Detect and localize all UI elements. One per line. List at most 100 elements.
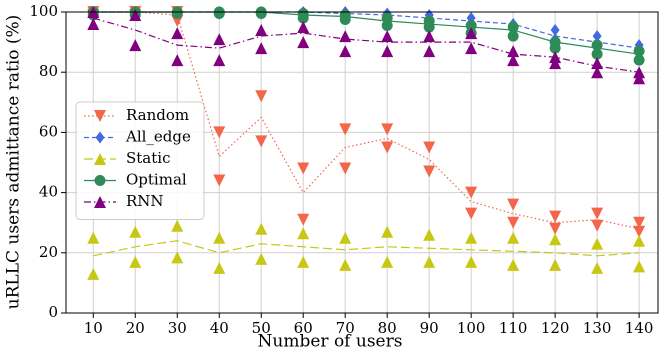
marker (507, 216, 520, 229)
marker (507, 198, 520, 211)
marker (297, 255, 310, 268)
marker (591, 39, 603, 51)
x-axis-label: Number of users (258, 332, 403, 352)
marker (591, 207, 604, 220)
marker (255, 24, 268, 37)
marker (633, 225, 646, 238)
marker (297, 21, 310, 34)
marker (633, 66, 646, 79)
marker (423, 255, 436, 268)
legend-marker (95, 131, 105, 144)
marker (507, 54, 520, 67)
y-tick-label: 60 (39, 122, 58, 140)
marker (255, 90, 268, 103)
marker (381, 141, 394, 154)
marker (297, 12, 309, 24)
marker (549, 210, 562, 223)
series-line (93, 240, 640, 257)
series-line (93, 11, 640, 230)
x-tick-label: 60 (294, 319, 313, 337)
legend-label: All_edge (125, 128, 191, 146)
marker (549, 57, 562, 70)
marker (507, 30, 519, 42)
marker (591, 48, 603, 60)
marker (339, 258, 352, 271)
marker (465, 27, 478, 40)
marker (633, 216, 646, 229)
marker (423, 21, 435, 33)
marker (592, 30, 602, 43)
marker (550, 24, 560, 37)
marker (171, 219, 184, 232)
marker (423, 141, 436, 154)
x-tick-label: 90 (420, 319, 439, 337)
marker (255, 252, 268, 265)
marker (339, 231, 352, 244)
x-tick-label: 10 (84, 319, 103, 337)
marker (255, 8, 267, 20)
x-tick-label: 30 (168, 319, 187, 337)
x-tick-label: 70 (336, 319, 355, 337)
marker (129, 255, 142, 268)
marker (255, 135, 268, 148)
marker (591, 237, 604, 250)
y-axis-label: uRLLC users admittance ratio (%) (4, 15, 24, 310)
legend-marker (94, 110, 106, 122)
marker (339, 123, 352, 136)
marker (87, 267, 100, 280)
legend-label: Random (126, 106, 189, 124)
marker (381, 123, 394, 136)
marker (297, 36, 310, 49)
marker (633, 234, 646, 247)
marker (255, 42, 268, 55)
x-tick-label: 130 (583, 319, 612, 337)
y-tick-label: 0 (48, 303, 58, 321)
marker (129, 9, 142, 22)
marker (381, 20, 393, 32)
marker (591, 219, 604, 232)
marker (633, 260, 646, 273)
marker (507, 45, 520, 58)
marker (633, 45, 645, 57)
marker (381, 12, 393, 24)
legend-label: Static (126, 149, 170, 167)
marker (213, 126, 226, 139)
marker (87, 18, 100, 31)
marker (591, 57, 604, 70)
legend-marker (94, 196, 106, 208)
marker (549, 42, 561, 54)
marker (297, 213, 310, 226)
marker (591, 261, 604, 274)
marker (381, 45, 394, 58)
marker (507, 231, 520, 244)
marker (507, 258, 520, 271)
legend: Random All_edge Static Optimal RNN (75, 101, 205, 220)
marker (423, 228, 436, 241)
marker (129, 225, 142, 238)
marker (297, 227, 310, 240)
x-tick-label: 100 (457, 319, 486, 337)
y-tick-label: 80 (39, 62, 58, 80)
marker (171, 8, 183, 20)
marker (549, 258, 562, 271)
marker (213, 261, 226, 274)
marker (465, 231, 478, 244)
marker (213, 33, 226, 46)
marker (381, 255, 394, 268)
marker (465, 255, 478, 268)
marker (339, 14, 351, 26)
legend-box (75, 101, 205, 220)
marker (213, 231, 226, 244)
marker (381, 30, 394, 43)
marker (171, 27, 184, 40)
x-tick-label: 110 (499, 319, 528, 337)
marker (87, 231, 100, 244)
x-tick-label: 120 (541, 319, 570, 337)
marker (465, 42, 478, 55)
x-tick-label: 20 (126, 319, 145, 337)
marker (423, 165, 436, 178)
marker (549, 51, 562, 64)
y-tick-label: 100 (29, 2, 58, 20)
marker (465, 207, 478, 220)
